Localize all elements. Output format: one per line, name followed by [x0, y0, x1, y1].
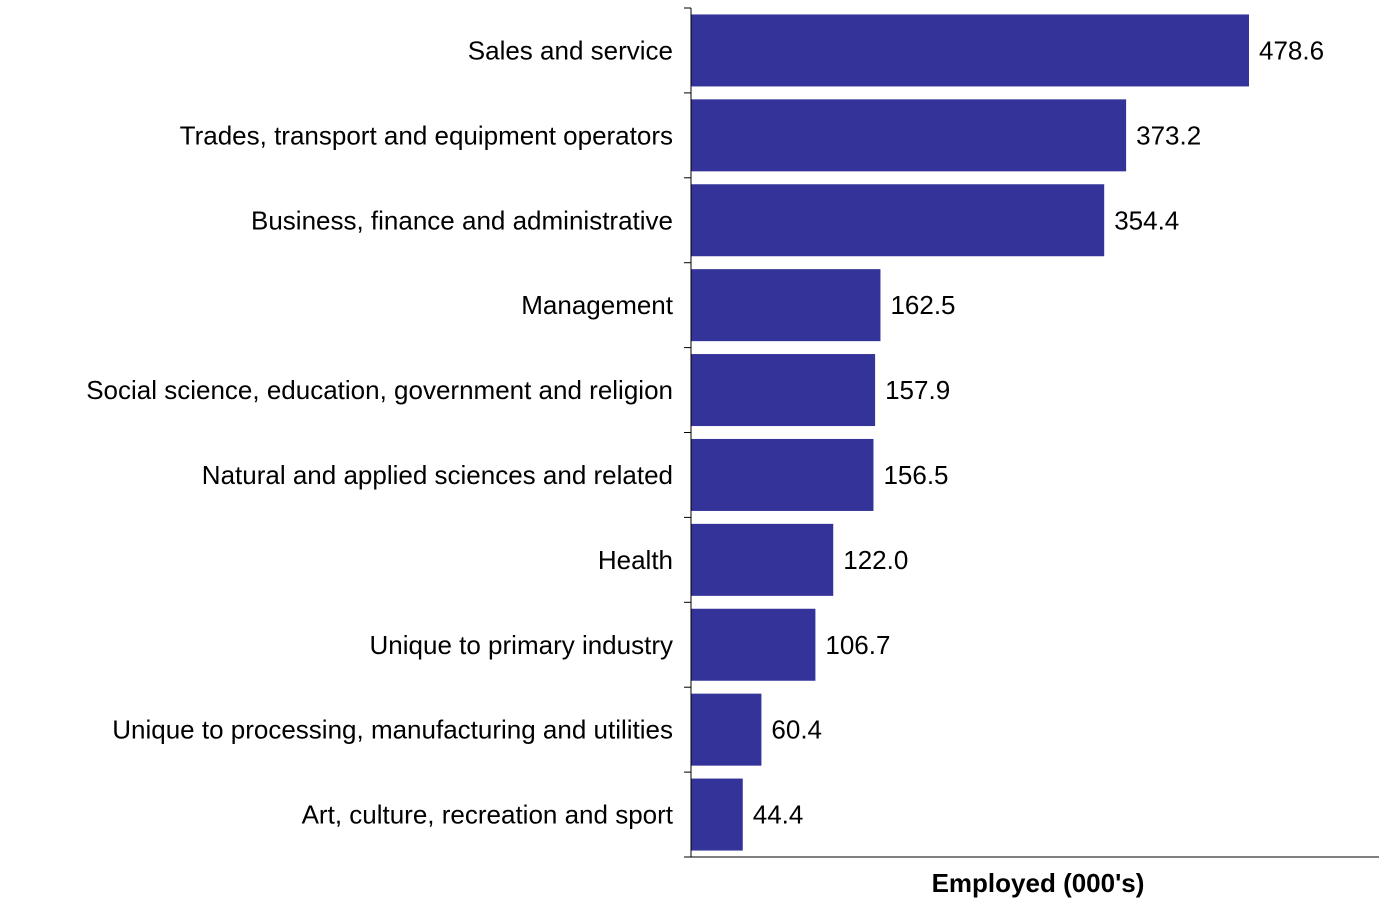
- bar: [691, 608, 816, 681]
- category-label: Business, finance and administrative: [251, 205, 673, 235]
- category-label: Unique to primary industry: [370, 630, 673, 660]
- category-labels: Sales and service Trades, transport and e…: [86, 35, 674, 829]
- data-label: 162.5: [890, 290, 955, 320]
- category-label: Natural and applied sciences and related: [202, 460, 673, 490]
- category-label: Social science, education, government an…: [86, 375, 673, 405]
- data-label: 478.6: [1259, 35, 1324, 65]
- category-label: Health: [598, 545, 673, 575]
- bar: [691, 269, 881, 342]
- bars-group: [691, 14, 1249, 851]
- bar: [691, 778, 743, 851]
- data-label: 157.9: [885, 375, 950, 405]
- data-label: 122.0: [843, 545, 908, 575]
- data-labels: 478.6 373.2 354.4 162.5 157.9 156.5 122.0 106.7…: [753, 35, 1324, 829]
- bar: [691, 354, 876, 427]
- bar: [691, 99, 1127, 172]
- category-label: Management: [521, 290, 674, 320]
- data-label: 44.4: [753, 800, 804, 830]
- category-label: Unique to processing, manufacturing and …: [112, 715, 673, 745]
- data-label: 106.7: [825, 630, 890, 660]
- bar: [691, 693, 762, 766]
- x-axis-title: Employed (000's): [932, 868, 1145, 898]
- bar: [691, 523, 834, 596]
- bar: [691, 184, 1105, 257]
- data-label: 60.4: [771, 715, 822, 745]
- axes: [684, 7, 1379, 858]
- category-label: Sales and service: [468, 35, 673, 65]
- bar: [691, 438, 874, 511]
- y-axis-ticks: [684, 7, 691, 858]
- data-label: 373.2: [1136, 120, 1201, 150]
- data-label: 354.4: [1114, 205, 1179, 235]
- category-label: Trades, transport and equipment operator…: [180, 120, 673, 150]
- data-label: 156.5: [883, 460, 948, 490]
- bar: [691, 14, 1249, 87]
- category-label: Art, culture, recreation and sport: [302, 800, 674, 830]
